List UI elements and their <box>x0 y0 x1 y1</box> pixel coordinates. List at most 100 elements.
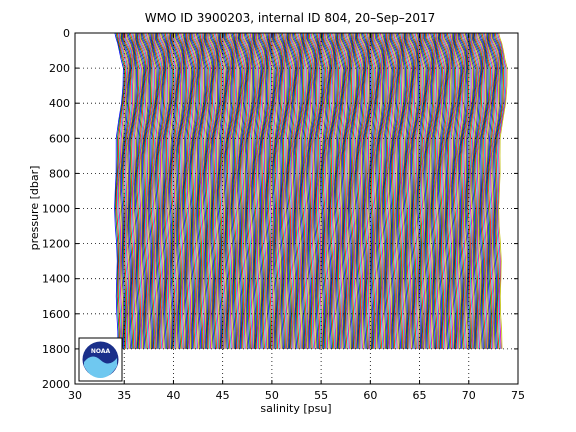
x-tick-label: 70 <box>462 389 476 402</box>
profile-line <box>396 32 406 349</box>
profile-line <box>374 32 384 349</box>
profile-line <box>229 32 239 349</box>
profile-line <box>360 32 371 349</box>
profile-line <box>371 32 382 349</box>
profile-line <box>318 32 330 349</box>
profile-line <box>439 32 449 349</box>
profile-line <box>317 32 328 349</box>
profile-line <box>315 32 326 349</box>
x-tick-label: 35 <box>117 389 131 402</box>
profile-line <box>368 32 380 349</box>
profile-line <box>314 32 324 349</box>
profile-line <box>467 32 478 349</box>
profile-line <box>435 32 447 349</box>
profile-line <box>445 32 455 349</box>
profile-line <box>193 32 203 349</box>
y-tick-label: 2000 <box>42 378 70 391</box>
profile-line <box>186 32 197 349</box>
profile-line <box>419 32 430 349</box>
profile-line <box>330 32 341 349</box>
profile-line <box>185 32 197 349</box>
profile-line <box>134 32 146 349</box>
profile-line <box>278 32 288 349</box>
profile-line <box>394 32 404 349</box>
profile-line <box>431 32 441 349</box>
profile-line <box>479 32 489 349</box>
profile-line <box>361 32 372 349</box>
profile-line <box>230 32 240 349</box>
profile-line <box>463 32 473 349</box>
profile-line <box>162 32 172 349</box>
profile-line <box>428 32 439 349</box>
y-tick-label: 1600 <box>42 308 70 321</box>
profile-line <box>344 32 354 349</box>
profile-line <box>492 32 502 349</box>
profile-line <box>336 32 347 349</box>
profile-lines <box>114 32 508 349</box>
profile-line <box>155 32 165 349</box>
logo-wave <box>84 356 117 378</box>
profile-line <box>358 32 368 349</box>
profile-line <box>141 32 151 349</box>
profile-line <box>203 32 214 349</box>
profile-line <box>311 32 321 349</box>
y-axis-label: pressure [dbar] <box>28 166 41 251</box>
profile-line <box>407 32 417 349</box>
x-tick-label: 30 <box>68 389 82 402</box>
profile-line <box>480 32 490 349</box>
profile-line <box>307 32 317 349</box>
profile-line <box>283 32 294 349</box>
profile-line <box>471 32 482 349</box>
profile-line <box>236 32 247 349</box>
profile-line <box>433 32 444 349</box>
profile-line <box>252 32 264 349</box>
profile-line <box>465 32 476 349</box>
profile-line <box>298 32 308 349</box>
profile-line <box>302 32 313 349</box>
profile-line <box>280 32 290 349</box>
profile-line <box>251 32 263 349</box>
profile-line <box>284 32 295 349</box>
profile-line <box>300 32 311 349</box>
profile-line <box>365 32 375 349</box>
profile-line <box>402 32 413 349</box>
profile-line <box>484 32 495 349</box>
profile-line <box>363 32 373 349</box>
profile-line <box>245 32 256 349</box>
y-tick-label: 0 <box>63 27 70 40</box>
profile-line <box>346 32 356 349</box>
profile-line <box>354 32 365 349</box>
profile-line <box>221 32 232 349</box>
y-tick-label: 1800 <box>42 343 70 356</box>
profile-line <box>409 32 419 349</box>
profile-line <box>285 32 296 349</box>
profile-line <box>306 32 316 349</box>
profile-line <box>377 32 387 349</box>
profile-line <box>125 32 135 349</box>
profile-line <box>337 32 348 349</box>
profile-line <box>473 32 483 349</box>
profile-line <box>364 32 374 349</box>
profile-line <box>232 32 243 349</box>
profile-line <box>292 32 303 349</box>
profile-line <box>359 32 369 349</box>
profile-line <box>197 32 208 349</box>
profile-line <box>418 32 429 349</box>
profile-line <box>258 32 268 349</box>
profile-line <box>340 32 350 349</box>
profile-line <box>159 32 170 349</box>
profile-line <box>139 32 149 349</box>
profile-line <box>483 32 494 349</box>
profile-line <box>477 32 488 349</box>
profile-line <box>381 32 392 349</box>
profile-line <box>122 32 132 349</box>
profile-line <box>389 32 400 349</box>
profile-line <box>388 32 399 349</box>
profile-line <box>400 32 411 349</box>
profile-line <box>494 32 504 349</box>
x-tick-label: 60 <box>363 389 377 402</box>
profile-line <box>459 32 469 349</box>
profile-line <box>182 32 193 349</box>
profile-line <box>215 32 226 349</box>
profile-line <box>115 32 126 349</box>
